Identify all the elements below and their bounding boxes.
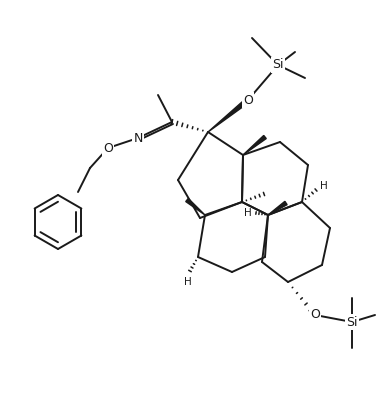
- Text: H: H: [184, 277, 192, 287]
- Polygon shape: [243, 136, 266, 155]
- Text: O: O: [243, 94, 253, 107]
- Polygon shape: [268, 201, 287, 215]
- Text: Si: Si: [272, 59, 284, 72]
- Text: Si: Si: [346, 316, 358, 329]
- Text: N: N: [133, 132, 143, 145]
- Text: O: O: [103, 141, 113, 154]
- Text: O: O: [310, 309, 320, 321]
- Polygon shape: [208, 98, 249, 132]
- Text: H: H: [244, 208, 252, 218]
- Text: H: H: [320, 181, 328, 191]
- Polygon shape: [186, 198, 205, 215]
